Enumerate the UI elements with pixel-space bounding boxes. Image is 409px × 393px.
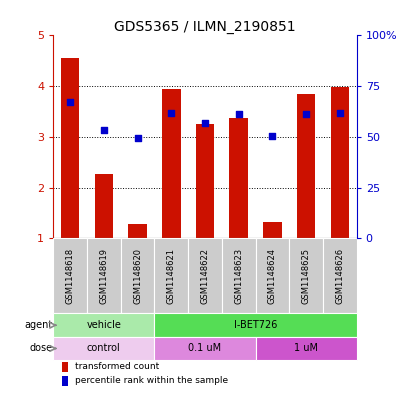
FancyBboxPatch shape: [154, 313, 356, 337]
Text: GSM1148623: GSM1148623: [234, 248, 243, 304]
FancyBboxPatch shape: [87, 239, 120, 313]
Bar: [62, 362, 67, 372]
Point: [134, 135, 141, 141]
Text: transformed count: transformed count: [74, 362, 158, 371]
Text: GSM1148619: GSM1148619: [99, 248, 108, 304]
FancyBboxPatch shape: [322, 239, 356, 313]
Text: GSM1148618: GSM1148618: [65, 248, 74, 304]
FancyBboxPatch shape: [255, 239, 289, 313]
Text: GSM1148621: GSM1148621: [166, 248, 175, 304]
Text: percentile rank within the sample: percentile rank within the sample: [74, 376, 227, 385]
Text: GSM1148625: GSM1148625: [301, 248, 310, 304]
FancyBboxPatch shape: [53, 313, 154, 337]
Point: [336, 110, 342, 116]
Point: [302, 111, 309, 117]
Bar: [94, 174, 113, 239]
FancyBboxPatch shape: [255, 337, 356, 360]
FancyBboxPatch shape: [120, 239, 154, 313]
Bar: [162, 89, 180, 239]
Point: [201, 120, 208, 126]
FancyBboxPatch shape: [53, 337, 154, 360]
FancyBboxPatch shape: [53, 239, 87, 313]
Text: GSM1148626: GSM1148626: [335, 248, 344, 304]
Bar: [296, 94, 315, 239]
Bar: [330, 87, 348, 239]
Text: 0.1 uM: 0.1 uM: [188, 343, 221, 353]
Bar: [263, 222, 281, 239]
Text: control: control: [87, 343, 120, 353]
Text: 1 uM: 1 uM: [293, 343, 317, 353]
FancyBboxPatch shape: [221, 239, 255, 313]
FancyBboxPatch shape: [188, 239, 221, 313]
Text: I-BET726: I-BET726: [233, 320, 276, 330]
Text: GSM1148622: GSM1148622: [200, 248, 209, 304]
Text: agent: agent: [24, 320, 52, 330]
Bar: [61, 58, 79, 239]
FancyBboxPatch shape: [154, 337, 255, 360]
FancyBboxPatch shape: [289, 239, 322, 313]
Title: GDS5365 / ILMN_2190851: GDS5365 / ILMN_2190851: [114, 20, 295, 34]
Text: GSM1148624: GSM1148624: [267, 248, 276, 304]
Bar: [128, 224, 146, 239]
Bar: [62, 376, 67, 386]
Text: vehicle: vehicle: [86, 320, 121, 330]
FancyBboxPatch shape: [154, 239, 188, 313]
Bar: [195, 124, 214, 239]
Point: [268, 133, 275, 139]
Point: [235, 111, 241, 117]
Text: GSM1148620: GSM1148620: [133, 248, 142, 304]
Point: [168, 110, 174, 116]
Text: dose: dose: [29, 343, 52, 353]
Point: [67, 99, 73, 105]
Point: [100, 127, 107, 134]
Bar: [229, 118, 247, 239]
